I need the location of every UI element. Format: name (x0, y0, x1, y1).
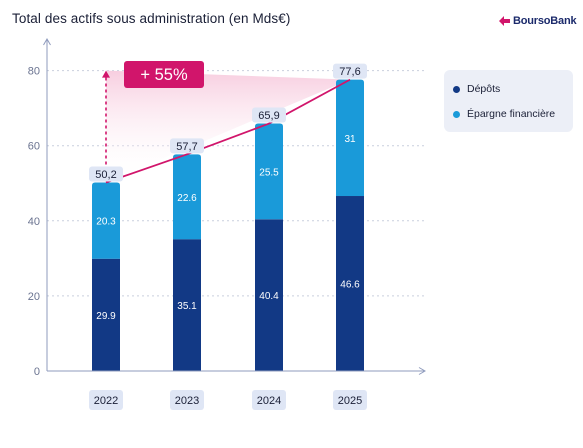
x-tick-label-bg (333, 390, 367, 410)
y-tick-label: 20 (28, 291, 40, 303)
bar-segment-epargne (255, 123, 283, 220)
boursobank-logo-icon (499, 16, 510, 26)
x-tick-label-bg (89, 390, 123, 410)
brand-name: BoursoBank (513, 15, 577, 27)
bar-segment-depots (92, 258, 120, 371)
y-tick-label: 40 (28, 216, 40, 228)
x-tick-label: 2024 (257, 395, 281, 407)
total-label-bg (89, 166, 123, 182)
total-label-bg (333, 63, 367, 79)
x-tick-label: 2023 (175, 395, 199, 407)
legend-item-depots: Dépôts (453, 83, 500, 95)
y-axis-arrow (43, 38, 51, 46)
x-tick-label-bg (170, 390, 204, 410)
bar-segment-epargne (173, 154, 201, 240)
bar-value-label: 40.4 (259, 291, 279, 302)
legend-item-epargne: Épargne financière (453, 108, 555, 120)
x-tick-label-bg (252, 390, 286, 410)
bar-value-label: 35.1 (177, 301, 197, 312)
legend: Dépôts Épargne financière (444, 70, 573, 132)
growth-badge-text: + 55% (140, 66, 188, 84)
growth-area (106, 70, 350, 183)
total-label-bg (170, 138, 204, 154)
bar-value-label: 29.9 (96, 311, 116, 322)
bar-segment-depots (255, 219, 283, 371)
bar-segment-epargne (92, 182, 120, 259)
growth-arrow-head (102, 70, 110, 78)
x-tick-label: 2025 (338, 395, 362, 407)
legend-label-depots: Dépôts (467, 83, 501, 95)
total-label: 77,6 (339, 66, 360, 78)
total-label-bg (252, 107, 286, 123)
legend-swatch-epargne (453, 110, 460, 118)
growth-badge (124, 61, 204, 88)
bar-value-label: 25.5 (259, 167, 279, 178)
bar-value-label: 22.6 (177, 193, 197, 204)
bar-value-label: 46.6 (340, 280, 360, 291)
y-tick-label: 0 (34, 366, 40, 378)
total-label: 57,7 (176, 141, 197, 153)
x-axis-arrow (418, 367, 426, 375)
legend-swatch-depots (453, 85, 460, 93)
y-tick-label: 80 (28, 66, 40, 78)
brand-logo: BoursoBank (498, 15, 577, 27)
x-tick-label: 2022 (94, 395, 118, 407)
bar-segment-epargne (336, 79, 364, 197)
total-label: 65,9 (258, 110, 279, 122)
legend-label-epargne: Épargne financière (467, 108, 556, 120)
bar-value-label: 20.3 (96, 217, 116, 228)
total-label: 50,2 (95, 169, 116, 181)
bar-value-label: 31 (344, 134, 356, 145)
bar-segment-depots (173, 239, 201, 371)
y-tick-label: 60 (28, 141, 40, 153)
chart-title: Total des actifs sous administration (en… (12, 11, 291, 26)
bar-segment-depots (336, 196, 364, 371)
trend-line (105, 78, 351, 184)
